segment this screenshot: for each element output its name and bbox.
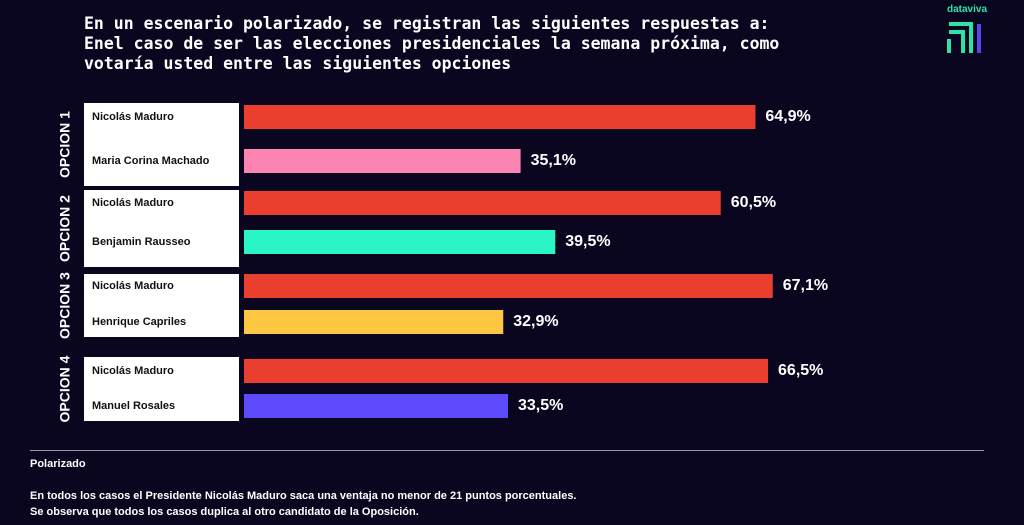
candidate-name: Benjamin Rausseo: [92, 236, 191, 248]
divider: [30, 450, 984, 451]
group-label-box: [84, 357, 239, 421]
bar-chart: OPCION 1 Nicolás Maduro 64,9% Maria Corina …: [57, 103, 828, 422]
group-label: OPCION 3: [57, 272, 73, 339]
candidate-name: Henrique Capriles: [92, 316, 186, 328]
footer-label: Polarizado: [30, 458, 86, 470]
logo-text: dataviva: [946, 4, 988, 15]
title-line-2: Enel caso de ser las elecciones presiden…: [84, 34, 780, 53]
bar: [244, 394, 508, 418]
bar: [244, 230, 556, 254]
candidate-name: Maria Corina Machado: [92, 155, 210, 167]
chart-title: En un escenario polarizado, se registran…: [84, 14, 824, 74]
candidate-name: Nicolás Maduro: [92, 111, 174, 123]
candidate-name: Nicolás Maduro: [92, 197, 174, 209]
data-label: 35,1%: [531, 152, 576, 169]
group-label: OPCION 2: [57, 195, 73, 262]
group-label-box: [84, 274, 239, 337]
group-label-box: [84, 103, 239, 186]
data-label: 60,5%: [731, 194, 776, 211]
bar: [244, 310, 504, 334]
logo-mark-icon: [947, 22, 981, 53]
bar: [244, 274, 773, 298]
group-label-box: [84, 190, 239, 267]
candidate-name: Manuel Rosales: [92, 400, 175, 412]
title-line-3: votaría usted entre las siguientes opcio…: [84, 54, 512, 73]
data-label: 66,5%: [778, 362, 823, 379]
title-line-1: En un escenario polarizado, se registran…: [84, 14, 770, 33]
bar: [244, 359, 769, 383]
data-label: 32,9%: [513, 313, 558, 330]
data-label: 33,5%: [518, 397, 563, 414]
group-label: OPCION 1: [57, 111, 73, 178]
data-label: 39,5%: [565, 233, 610, 250]
candidate-name: Nicolás Maduro: [92, 280, 174, 292]
bar: [244, 105, 756, 129]
footer-note-1: En todos los casos el Presidente Nicolás…: [30, 490, 577, 502]
bar: [244, 191, 721, 215]
candidate-name: Nicolás Maduro: [92, 365, 174, 377]
data-label: 64,9%: [765, 108, 810, 125]
dataviva-logo: dataviva: [942, 4, 992, 56]
data-label: 67,1%: [783, 277, 828, 294]
footer-note-2: Se observa que todos los casos duplica a…: [30, 506, 419, 518]
bar: [244, 149, 521, 173]
group-label: OPCION 4: [57, 355, 73, 422]
